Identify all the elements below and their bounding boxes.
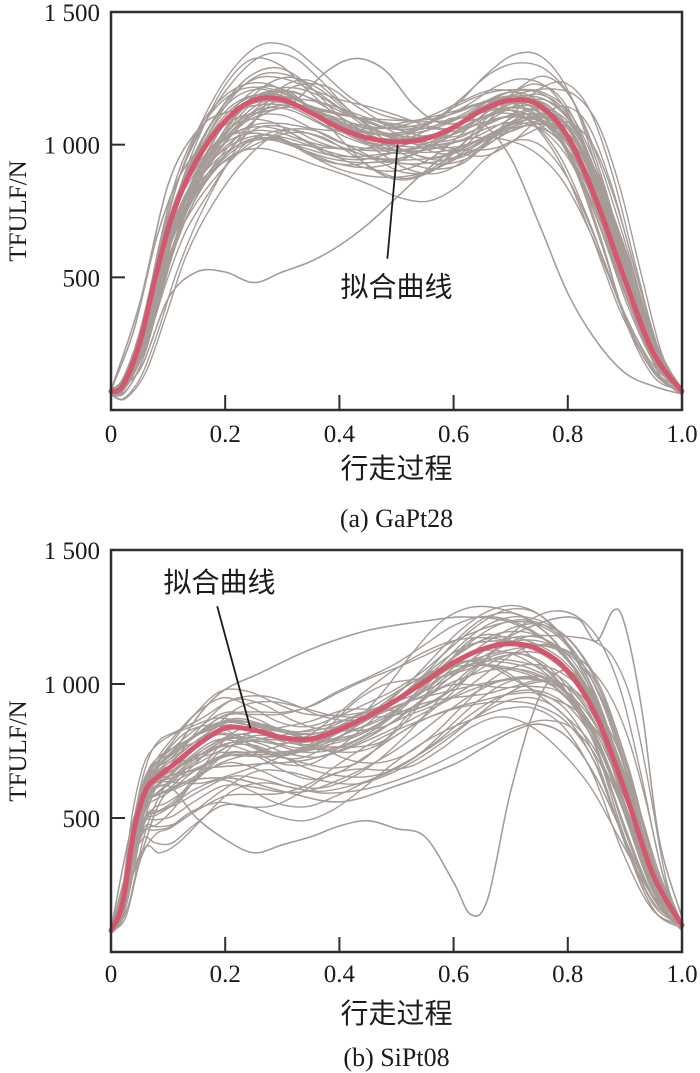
y-tick-label: 1 500 (44, 538, 100, 565)
chart-panel-a: 0 0.2 0.4 0.6 0.8 1.0 500 1 000 1 500 行走过程 TFULF/N… (5, 0, 698, 533)
gait-cycle-curve (110, 619, 683, 933)
x-axis-label: 行走过程 (340, 998, 452, 1030)
annotation-leader-line (386, 144, 399, 259)
gait-cycle-curve (110, 634, 683, 934)
annotation-leader-line (216, 606, 252, 729)
x-tick-label: 0.6 (438, 961, 469, 988)
gait-cycle-curve (110, 696, 683, 930)
plot-frame (109, 10, 684, 412)
x-axis-label: 行走过程 (340, 453, 452, 485)
gait-cycle-curve (110, 81, 683, 396)
gait-cycle-curve (110, 136, 683, 397)
y-tick-label: 1 500 (44, 0, 100, 27)
y-tick-label: 500 (63, 806, 101, 833)
gait-cycle-outlier-curve (110, 616, 683, 930)
x-tick-label: 0 (105, 961, 118, 988)
gait-cycle-outlier-curve (110, 608, 683, 931)
gait-cycle-outlier-curve (110, 723, 683, 932)
x-tick-label: 0.4 (324, 961, 356, 988)
x-tick-label: 0.2 (210, 421, 241, 448)
axes (109, 548, 684, 954)
x-tick-label: 1.0 (666, 961, 697, 988)
x-tick-label: 1.0 (666, 421, 697, 448)
y-axis-label: TFULF/N (5, 160, 32, 261)
x-tick-label: 0.4 (324, 421, 356, 448)
y-tick-label: 500 (63, 265, 101, 292)
ensemble-curves (110, 604, 683, 935)
fitted-curve (108, 95, 685, 394)
gait-cycle-curve (110, 706, 683, 932)
gait-cycle-curve (110, 139, 683, 396)
gait-cycle-curve (110, 615, 683, 929)
gait-cycle-curve (110, 123, 683, 401)
gait-cycle-outlier-curve (110, 669, 683, 929)
gait-cycle-curve (110, 643, 683, 934)
y-tick-label: 1 000 (44, 133, 100, 160)
ensemble-curves (110, 42, 683, 401)
gait-cycle-curve (110, 95, 683, 395)
gait-cycle-curve (110, 719, 683, 930)
x-tick-label: 0 (105, 421, 118, 448)
chart-panel-b: 0 0.2 0.4 0.6 0.8 1.0 500 1 000 1 500 行走过程 TFULF/N… (5, 538, 698, 1072)
gait-cycle-curve (110, 651, 683, 930)
fitted-curve (108, 641, 685, 934)
x-tick-label: 0.2 (210, 961, 241, 988)
panel-caption: (a) GaPt28 (340, 504, 453, 533)
fitted-curve-annotation: 拟合曲线 (163, 567, 275, 599)
gait-cycle-outlier-curve (110, 103, 683, 395)
x-tick-label: 0.8 (552, 961, 583, 988)
panel-caption: (b) SiPt08 (343, 1043, 449, 1072)
fitted-curve-annotation: 拟合曲线 (340, 272, 452, 304)
plot-frame (109, 548, 684, 954)
x-tick-label: 0.8 (552, 421, 583, 448)
gait-cycle-curve (110, 659, 683, 929)
axes (109, 10, 684, 412)
y-axis-label: TFULF/N (5, 700, 32, 801)
x-tick-label: 0.6 (438, 421, 469, 448)
gait-cycle-curve (110, 691, 683, 935)
y-tick-label: 1 000 (44, 672, 100, 699)
gait-cycle-curve (110, 115, 683, 393)
